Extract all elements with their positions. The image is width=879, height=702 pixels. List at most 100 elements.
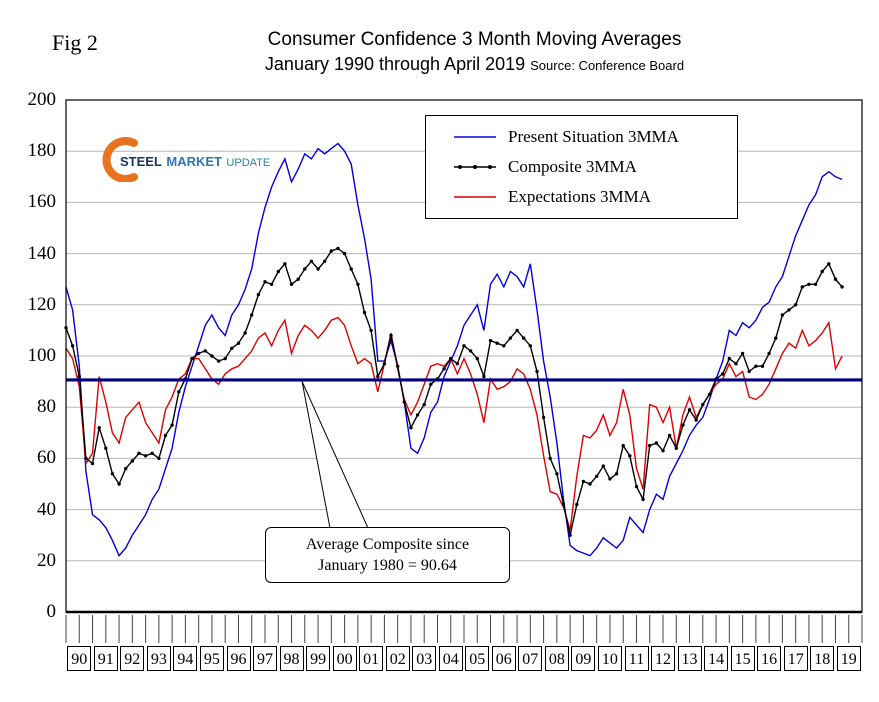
series-marker (203, 349, 207, 353)
series-marker (309, 259, 314, 263)
series-marker (157, 456, 161, 461)
series-marker (402, 400, 406, 404)
x-tick-label: 95 (199, 646, 224, 671)
series-marker (508, 336, 513, 340)
series-marker (415, 413, 420, 417)
series-marker (376, 374, 380, 379)
x-tick-label: 18 (810, 646, 835, 671)
series-marker (820, 269, 824, 274)
series-marker (634, 484, 639, 489)
legend-item-present-situation: Present Situation 3MMA (454, 127, 731, 147)
series-marker (396, 364, 400, 368)
series-marker (734, 362, 738, 366)
series-marker (422, 402, 426, 407)
callout-pointer (301, 381, 369, 529)
series-marker (250, 313, 254, 317)
series-marker (243, 331, 247, 335)
series-marker (269, 282, 274, 286)
series-marker (409, 426, 413, 430)
chart-subtitle: January 1990 through April 2019 Source: … (80, 52, 869, 78)
x-tick-label: 04 (438, 646, 463, 671)
series-marker (608, 477, 612, 481)
series-marker (316, 267, 320, 271)
series-marker (774, 336, 778, 340)
x-tick-label: 14 (704, 646, 729, 671)
x-tick-label: 97 (253, 646, 277, 671)
x-tick-label: 05 (465, 646, 490, 671)
x-tick-label: 03 (412, 646, 437, 671)
legend-box: Present Situation 3MMA Composite 3MMA Ex… (425, 115, 738, 219)
series-marker (283, 262, 287, 266)
x-tick-label: 96 (226, 646, 251, 671)
series-marker (230, 346, 234, 350)
series-marker (296, 277, 300, 281)
series-marker (721, 372, 725, 376)
series-marker (289, 282, 294, 286)
series-marker (488, 338, 493, 343)
series-marker (369, 328, 373, 333)
series-marker (336, 246, 340, 251)
legend-line-composite-icon (454, 165, 496, 169)
series-marker (780, 313, 785, 317)
series-marker (137, 451, 141, 455)
y-tick-label: 0 (46, 601, 57, 622)
series-marker (177, 390, 181, 394)
legend-line-expectations-icon (454, 196, 496, 198)
x-tick-label: 93 (146, 646, 171, 671)
series-marker (561, 502, 566, 507)
series-marker (522, 336, 526, 340)
x-tick-label: 01 (359, 646, 384, 671)
average-composite-callout: Average Composite since January 1980 = 9… (265, 527, 510, 583)
y-tick-label: 180 (27, 140, 57, 162)
y-tick-label: 200 (27, 89, 57, 110)
series-marker (674, 446, 678, 450)
legend-label: Expectations 3MMA (508, 187, 652, 206)
series-line-composite-3mma (65, 247, 843, 536)
series-marker (694, 418, 698, 422)
series-marker (216, 359, 221, 363)
series-marker (356, 282, 360, 286)
series-marker (794, 303, 798, 307)
series-marker (495, 341, 499, 345)
series-marker (143, 454, 148, 458)
series-marker (90, 461, 95, 466)
x-tick-label: 07 (518, 646, 543, 671)
logo-swoosh-icon (102, 137, 138, 183)
y-axis-labels: 0 20 40 60 80 100 120 140 160 180 200 (0, 0, 58, 702)
x-tick-label: 00 (332, 646, 357, 671)
series-marker (236, 341, 241, 345)
series-marker (389, 333, 393, 338)
series-marker (323, 259, 327, 263)
series-marker (382, 362, 387, 366)
y-tick-label: 20 (37, 549, 56, 571)
series-marker (163, 433, 168, 438)
series-marker (190, 356, 194, 361)
series-marker (110, 472, 115, 476)
series-marker (303, 267, 307, 271)
series-marker (654, 441, 659, 445)
series-marker (568, 533, 572, 537)
y-tick-label: 100 (27, 345, 57, 366)
series-marker (707, 392, 712, 397)
series-marker (342, 251, 347, 256)
logo-market: MARKET (166, 154, 222, 169)
x-tick-label: 17 (783, 646, 808, 671)
series-marker (77, 374, 82, 379)
logo-steel: STEEL (120, 154, 162, 169)
y-tick-label: 80 (37, 396, 56, 418)
series-marker (349, 267, 353, 271)
callout-line2: January 1980 = 90.64 (318, 557, 457, 574)
x-tick-label: 02 (385, 646, 410, 671)
logo-update: UPDATE (226, 157, 271, 169)
series-marker (747, 369, 751, 374)
x-tick-label: 94 (173, 646, 198, 671)
y-tick-label: 40 (37, 498, 56, 520)
x-tick-label: 19 (836, 646, 861, 671)
y-tick-label: 160 (27, 191, 57, 213)
series-marker (548, 456, 552, 461)
series-marker (595, 474, 599, 478)
series-marker (760, 364, 765, 368)
x-tick-label: 91 (93, 646, 118, 671)
series-marker (661, 449, 665, 453)
